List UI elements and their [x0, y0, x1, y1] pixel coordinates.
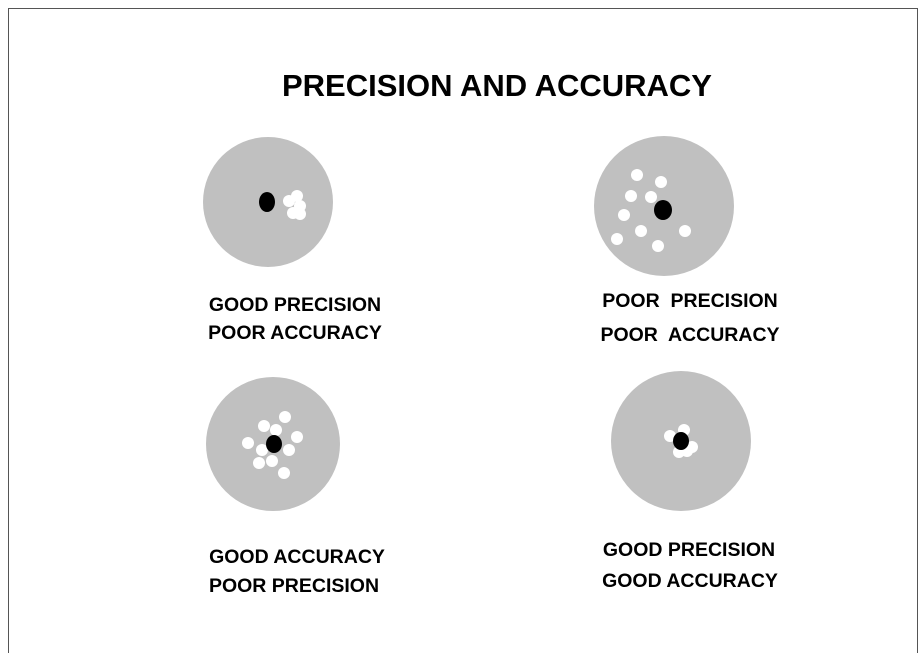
shot [652, 240, 664, 252]
shot [266, 455, 278, 467]
shot [655, 176, 667, 188]
label: POOR ACCURACY [208, 322, 382, 344]
shot [645, 191, 657, 203]
target-2 [594, 136, 734, 276]
shot [270, 424, 282, 436]
shot [279, 411, 291, 423]
bullseye [673, 432, 689, 450]
shot [283, 444, 295, 456]
shot [253, 457, 265, 469]
shot [625, 190, 637, 202]
target-1 [203, 137, 333, 267]
bullseye [266, 435, 282, 453]
shot [291, 190, 303, 202]
shot [618, 209, 630, 221]
target-3 [206, 377, 340, 511]
shot [679, 225, 691, 237]
bullseye [654, 200, 672, 220]
shot [664, 430, 676, 442]
shot [635, 225, 647, 237]
label: GOOD ACCURACY [209, 546, 385, 568]
shot [258, 420, 270, 432]
shot [631, 169, 643, 181]
shot [242, 437, 254, 449]
shot [278, 467, 290, 479]
label: POOR ACCURACY [600, 324, 779, 346]
label: GOOD PRECISION [603, 539, 775, 561]
shot [611, 233, 623, 245]
shot [256, 444, 268, 456]
title: PRECISION AND ACCURACY [282, 68, 712, 103]
shot [291, 431, 303, 443]
label: POOR PRECISION [209, 575, 379, 597]
shot [294, 208, 306, 220]
label: GOOD ACCURACY [602, 570, 778, 592]
target-4 [611, 371, 751, 511]
slide-frame [8, 8, 918, 653]
label: GOOD PRECISION [209, 294, 381, 316]
label: POOR PRECISION [602, 290, 778, 312]
bullseye [259, 192, 275, 212]
